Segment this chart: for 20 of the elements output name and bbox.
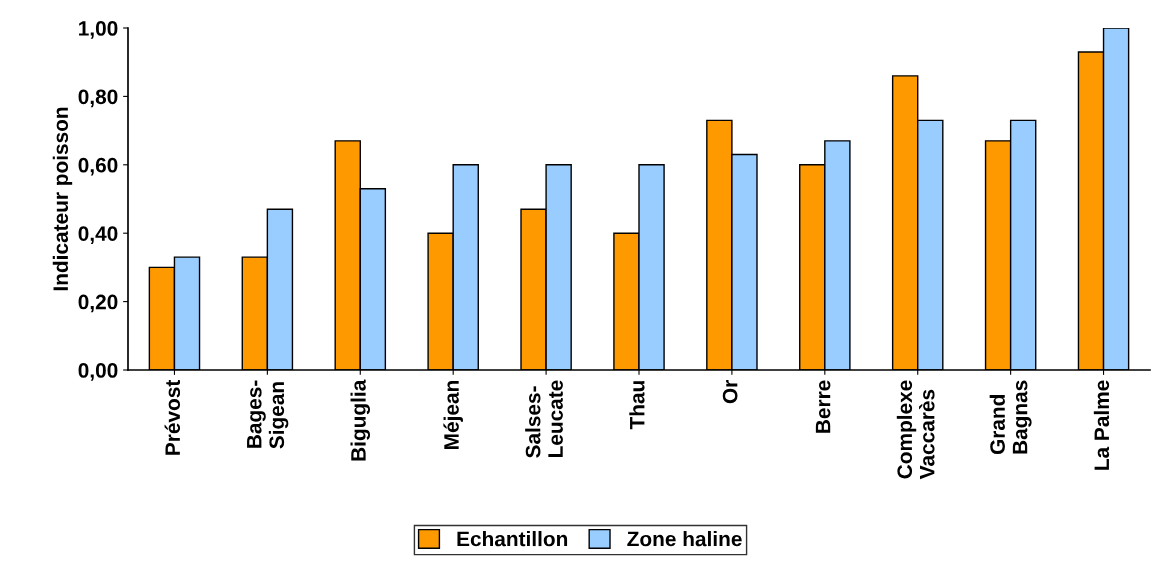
y-tick-label: 0,60	[78, 157, 118, 176]
legend-label: Zone haline	[627, 531, 742, 547]
y-tick-label: 0,20	[78, 294, 118, 313]
x-tick-label: Prévost	[164, 379, 181, 455]
y-tick-label: 0,40	[78, 226, 118, 244]
x-tick-label: Bages- Sigean	[247, 380, 289, 449]
x-tick-label: Grand Bagnas	[989, 380, 1032, 455]
x-tick-label: Méjean	[443, 381, 463, 449]
y-axis-title: Indicateur poisson	[52, 107, 73, 291]
x-tick-label: Berre	[815, 380, 831, 433]
x-tick-label: Thau	[629, 381, 645, 430]
x-tick-label: Salses- Leucate	[525, 380, 563, 458]
x-tick-label: Complexe Vaccarès	[896, 380, 935, 480]
x-tick-label: Or	[722, 380, 738, 404]
x-tick-label: La Palme	[1093, 380, 1110, 470]
y-tick-label: 0,80	[78, 89, 118, 108]
y-tick-label: 0,00	[78, 363, 118, 381]
legend-label: Echantillon	[457, 531, 568, 547]
y-tick-label: 1,00	[79, 21, 118, 39]
x-tick-label: Biguglia	[350, 379, 371, 461]
